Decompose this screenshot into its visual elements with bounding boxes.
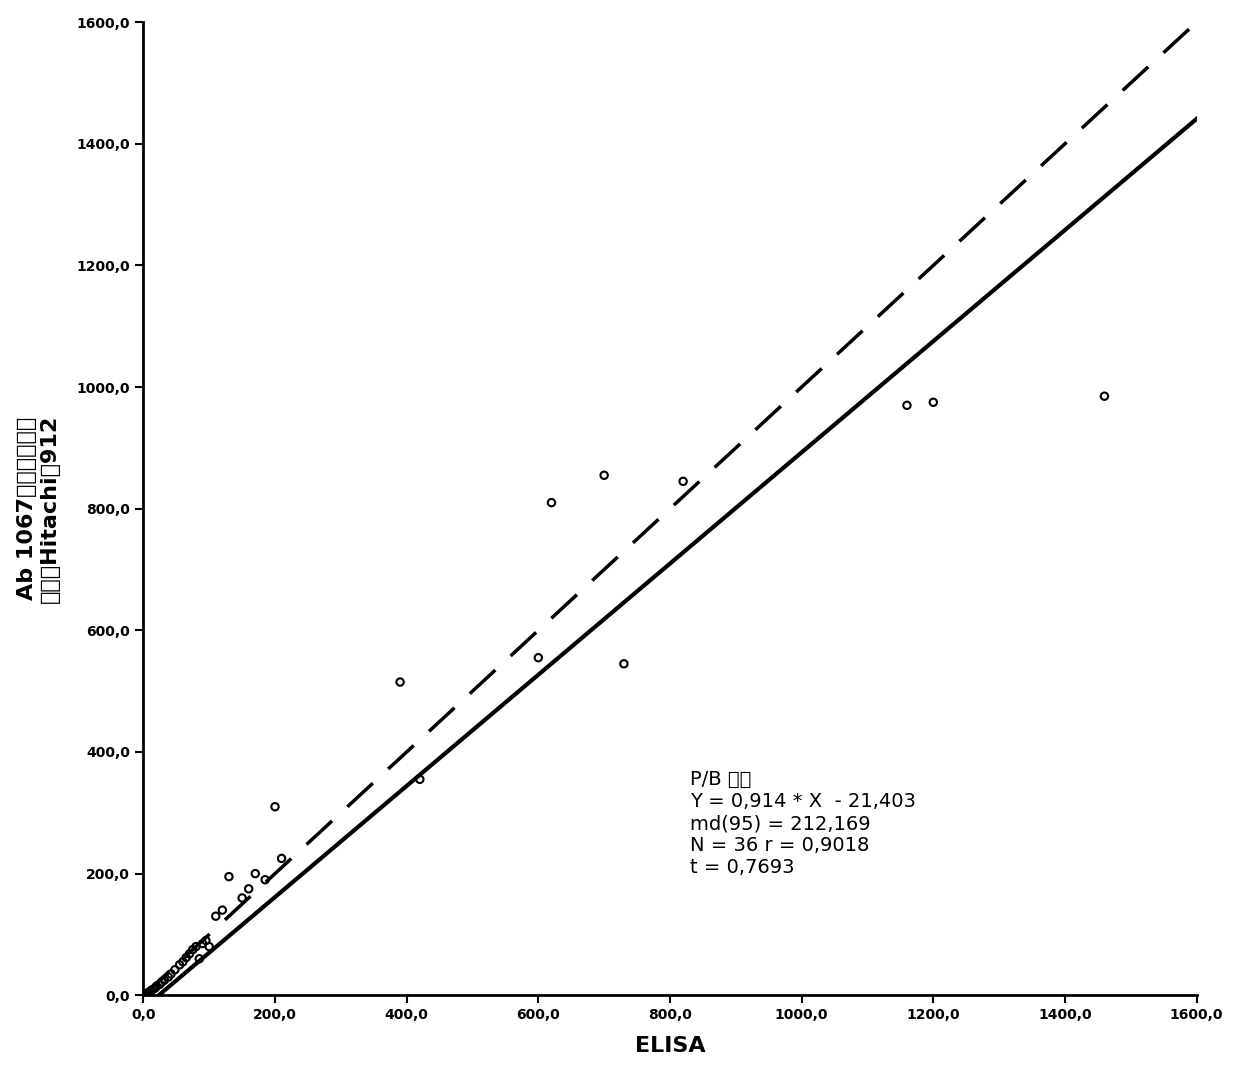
Point bbox=[246, 865, 265, 882]
Point bbox=[170, 956, 190, 973]
Point bbox=[135, 985, 155, 1002]
Point bbox=[897, 397, 916, 414]
Point bbox=[139, 984, 159, 1001]
X-axis label: ELISA: ELISA bbox=[635, 1037, 706, 1056]
Point bbox=[155, 971, 175, 988]
Point bbox=[196, 932, 216, 950]
Point bbox=[192, 935, 212, 952]
Point bbox=[924, 394, 944, 411]
Point bbox=[161, 966, 181, 983]
Point bbox=[391, 674, 410, 691]
Point bbox=[176, 949, 196, 966]
Point bbox=[180, 945, 200, 962]
Point bbox=[265, 798, 285, 815]
Point bbox=[614, 656, 634, 673]
Point bbox=[190, 951, 210, 968]
Point bbox=[172, 953, 192, 970]
Point bbox=[150, 975, 170, 993]
Y-axis label: Ab 1067（单一肃粒）
日立（Hitachi）912: Ab 1067（单一肃粒） 日立（Hitachi）912 bbox=[16, 414, 60, 603]
Point bbox=[239, 880, 259, 897]
Point bbox=[410, 770, 430, 788]
Point bbox=[1095, 387, 1115, 405]
Point bbox=[542, 494, 562, 511]
Point bbox=[200, 938, 219, 955]
Point bbox=[144, 981, 164, 998]
Point bbox=[141, 982, 161, 999]
Point bbox=[136, 985, 156, 1002]
Text: P/B 回归
Y = 0,914 * X  - 21,403
md(95) = 212,169
N = 36 r = 0,9018
t = 0,7693: P/B 回归 Y = 0,914 * X - 21,403 md(95) = 2… bbox=[689, 770, 915, 878]
Point bbox=[219, 868, 239, 885]
Point bbox=[528, 649, 548, 666]
Point bbox=[206, 908, 226, 925]
Point bbox=[146, 978, 166, 995]
Point bbox=[159, 969, 179, 986]
Point bbox=[255, 871, 275, 888]
Point bbox=[165, 961, 185, 979]
Point bbox=[594, 467, 614, 484]
Point bbox=[182, 941, 202, 958]
Point bbox=[186, 938, 206, 955]
Point bbox=[232, 890, 252, 907]
Point bbox=[272, 850, 291, 867]
Point bbox=[212, 901, 232, 918]
Point bbox=[151, 973, 171, 990]
Point bbox=[673, 473, 693, 490]
Point bbox=[145, 980, 165, 997]
